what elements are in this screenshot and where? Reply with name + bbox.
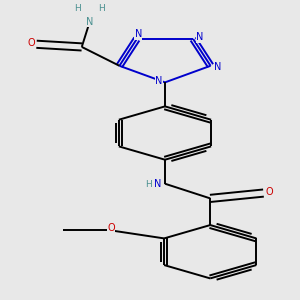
Text: H: H [145,180,152,189]
Text: N: N [214,62,222,72]
Text: N: N [154,179,161,189]
Text: O: O [107,223,115,233]
Text: O: O [265,187,273,196]
Text: H: H [98,4,105,13]
Text: N: N [135,29,142,40]
Text: O: O [27,38,35,48]
Text: N: N [155,76,163,86]
Text: N: N [86,16,94,27]
Text: H: H [74,4,81,13]
Text: N: N [196,32,203,43]
